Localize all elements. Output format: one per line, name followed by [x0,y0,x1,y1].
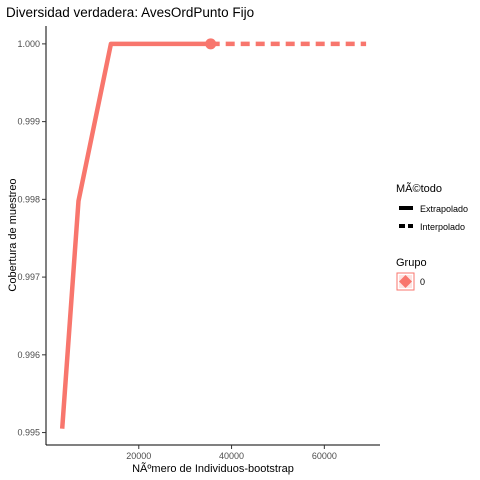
legend-label-group-0: 0 [420,277,425,287]
x-tick-label: 20000 [126,451,151,461]
legend-label-extrapolado: Extrapolado [420,204,468,214]
y-ticks: 0.995 0.996 0.997 0.998 0.999 1.000 [17,39,46,438]
observed-point [205,38,217,50]
y-tick-label: 1.000 [17,39,40,49]
x-axis-title: NÃºmero de Individuos-bootstrap [132,462,294,475]
legend-key-group-0-diamond [399,275,412,288]
x-ticks: 20000 40000 60000 [126,445,337,461]
legend: MÃ©todo Extrapolado Interpolado Grupo 0 [396,182,468,291]
y-tick-label: 0.996 [17,350,40,360]
series-line-interpolado [59,41,211,429]
y-tick-label: 0.998 [17,194,40,204]
x-tick-label: 40000 [219,451,244,461]
y-axis-title: Cobertura de muestreo [7,178,19,291]
plot-area [59,38,367,429]
legend-method-title: MÃ©todo [396,182,442,195]
y-tick-label: 0.995 [17,428,40,438]
y-tick-label: 0.999 [17,117,40,127]
y-tick-label: 0.997 [17,272,40,282]
legend-label-interpolado: Interpolado [420,222,465,232]
legend-group-title: Grupo [396,257,427,269]
chart-title: Diversidad verdadera: AvesOrdPunto Fijo [6,5,254,20]
x-tick-label: 60000 [312,451,337,461]
